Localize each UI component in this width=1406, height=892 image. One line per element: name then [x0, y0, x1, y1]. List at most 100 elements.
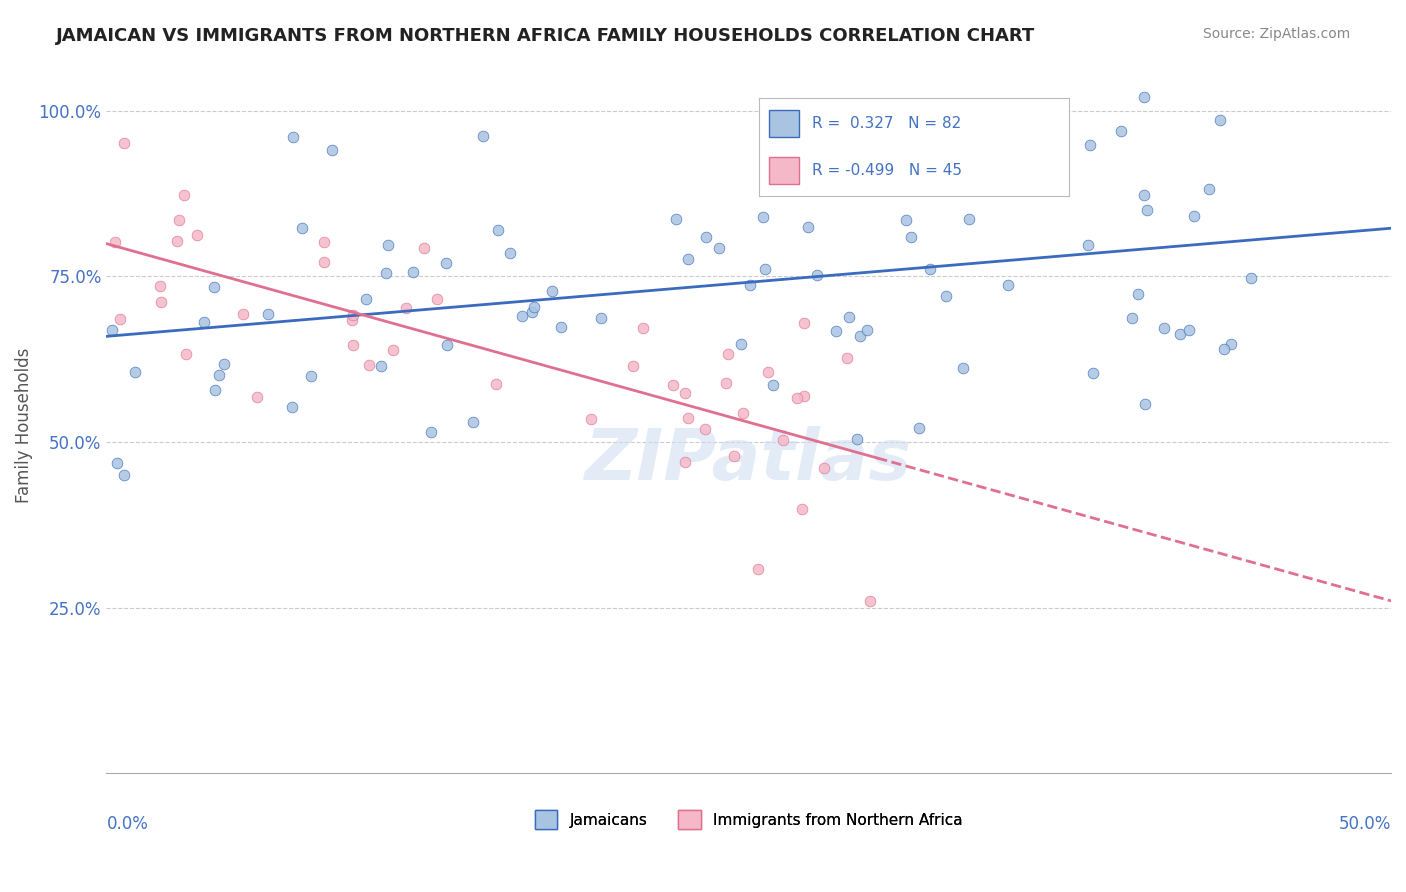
Text: 0.0%: 0.0%: [107, 815, 148, 833]
Point: [174, 347, 197, 361]
Point: [918, 261, 941, 276]
Point: [436, 337, 458, 351]
Point: [523, 301, 546, 315]
Point: [257, 307, 280, 321]
Point: [900, 230, 922, 244]
Point: [952, 361, 974, 376]
Point: [312, 235, 335, 249]
Point: [312, 255, 335, 269]
Point: [717, 347, 740, 361]
Point: [291, 221, 314, 235]
Point: [907, 421, 929, 435]
Point: [855, 323, 877, 337]
Point: [485, 377, 508, 392]
Point: [665, 211, 688, 226]
Y-axis label: Family Households: Family Households: [15, 348, 32, 503]
Point: [676, 410, 699, 425]
Point: [730, 336, 752, 351]
Point: [579, 412, 602, 426]
Point: [299, 369, 322, 384]
Point: [486, 222, 509, 236]
Point: [510, 309, 533, 323]
Point: [342, 308, 364, 322]
Point: [105, 456, 128, 470]
Point: [186, 227, 208, 242]
Point: [246, 390, 269, 404]
Point: [752, 211, 775, 225]
Point: [1081, 366, 1104, 380]
Point: [208, 368, 231, 382]
Point: [1014, 117, 1036, 131]
Point: [707, 240, 730, 254]
Point: [1209, 112, 1232, 127]
Point: [202, 279, 225, 293]
Point: [1220, 337, 1243, 351]
Point: [461, 415, 484, 429]
Point: [827, 182, 849, 196]
Point: [112, 136, 135, 150]
Point: [756, 365, 779, 379]
Text: Source: ZipAtlas.com: Source: ZipAtlas.com: [1202, 27, 1350, 41]
Text: R = -0.499   N = 45: R = -0.499 N = 45: [811, 163, 962, 178]
Point: [377, 238, 399, 252]
Point: [1080, 138, 1102, 153]
Point: [1213, 342, 1236, 356]
Point: [1126, 286, 1149, 301]
Point: [796, 220, 818, 235]
Point: [790, 501, 813, 516]
Point: [112, 468, 135, 483]
Point: [1135, 397, 1157, 411]
Point: [354, 292, 377, 306]
Legend: Jamaicans, Immigrants from Northern Africa: Jamaicans, Immigrants from Northern Afri…: [529, 805, 969, 835]
Point: [806, 268, 828, 283]
Point: [550, 320, 572, 334]
Point: [935, 289, 957, 303]
Point: [633, 321, 655, 335]
Point: [1136, 202, 1159, 217]
Point: [167, 212, 190, 227]
Point: [1168, 327, 1191, 342]
Point: [662, 378, 685, 392]
Point: [740, 278, 762, 293]
Point: [413, 241, 436, 255]
Point: [166, 234, 188, 248]
Point: [621, 359, 644, 374]
Point: [499, 245, 522, 260]
Point: [382, 343, 405, 357]
Point: [693, 421, 716, 435]
Point: [1121, 310, 1143, 325]
Point: [673, 385, 696, 400]
Point: [1182, 210, 1205, 224]
Point: [862, 183, 884, 197]
Point: [772, 434, 794, 448]
Point: [1198, 182, 1220, 196]
Point: [841, 170, 863, 185]
Text: ZIPatlas: ZIPatlas: [585, 425, 912, 494]
Point: [434, 256, 457, 270]
Point: [846, 432, 869, 446]
Point: [204, 384, 226, 398]
Point: [695, 230, 717, 244]
Point: [676, 252, 699, 266]
Point: [283, 130, 305, 145]
Point: [1240, 271, 1263, 285]
Point: [931, 182, 953, 196]
Point: [281, 400, 304, 414]
Point: [420, 425, 443, 439]
Text: 50.0%: 50.0%: [1339, 815, 1391, 833]
Point: [997, 277, 1019, 292]
Point: [849, 328, 872, 343]
FancyBboxPatch shape: [769, 157, 800, 185]
Point: [375, 266, 398, 280]
Point: [793, 388, 815, 402]
Point: [1153, 320, 1175, 334]
Point: [1132, 188, 1154, 202]
Point: [359, 358, 381, 372]
Point: [395, 301, 418, 315]
Point: [714, 376, 737, 390]
Point: [471, 129, 494, 144]
Point: [859, 594, 882, 608]
Point: [110, 311, 132, 326]
Point: [837, 351, 859, 366]
Point: [1132, 90, 1154, 104]
